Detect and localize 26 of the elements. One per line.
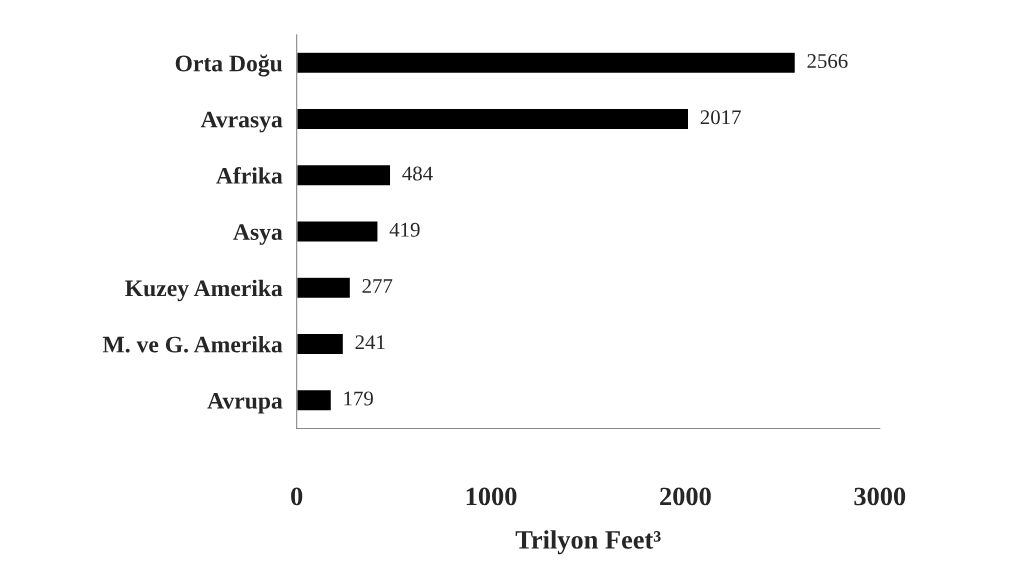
data-label: 484 xyxy=(402,166,433,181)
y-tick-label: Kuzey Amerika xyxy=(125,279,283,302)
x-tick-label: 2000 xyxy=(660,487,711,506)
bar xyxy=(296,388,333,412)
y-tick-label: M. ve G. Amerika xyxy=(102,335,283,353)
y-tick-label: Orta Doğu xyxy=(175,54,283,77)
x-tick-label: 0 xyxy=(291,487,303,506)
data-label: 2017 xyxy=(700,110,741,125)
y-tick-label: Avrupa xyxy=(207,392,283,414)
data-label: 241 xyxy=(355,335,385,350)
bar xyxy=(296,276,352,300)
bar xyxy=(296,220,379,243)
bar xyxy=(296,332,345,356)
y-tick-label: Avrasya xyxy=(200,111,283,133)
data-label: 179 xyxy=(344,391,373,406)
y-tick-label: Afrika xyxy=(216,166,283,184)
data-label: 2566 xyxy=(807,54,848,69)
data-label: 419 xyxy=(389,222,420,237)
x-tick-label: 1000 xyxy=(466,487,517,506)
x-axis-title: Trilyon Feet³ xyxy=(515,530,661,555)
x-tick-label: 3000 xyxy=(854,487,906,506)
bar xyxy=(296,163,392,187)
bar xyxy=(296,51,797,75)
y-tick-label: Asya xyxy=(233,224,283,245)
bar xyxy=(296,107,690,131)
data-label: 277 xyxy=(362,279,393,293)
